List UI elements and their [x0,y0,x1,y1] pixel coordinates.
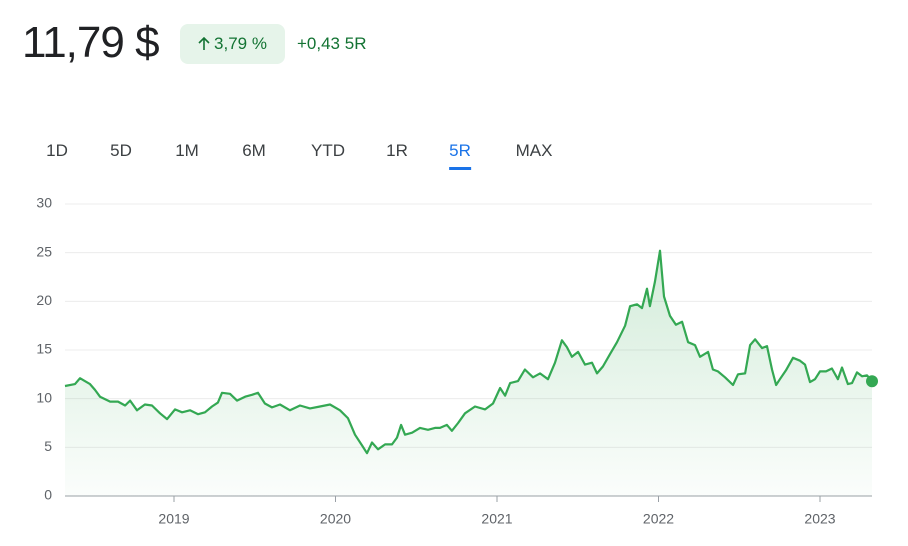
range-tab[interactable]: 6M [242,141,266,160]
x-tick-label: 2020 [320,511,351,527]
x-tick-label: 2022 [643,511,674,527]
change-badge: 3,79 % [180,24,285,64]
change-period: 5R [344,34,367,53]
x-tick-label: 2023 [804,511,835,527]
range-tab[interactable]: MAX [515,141,553,160]
range-tab[interactable]: 5R [449,141,471,170]
range-tab[interactable]: YTD [311,141,345,160]
x-tick-label: 2021 [481,511,512,527]
area-fill [65,250,872,496]
y-tick-label: 20 [36,292,52,308]
y-tick-label: 25 [36,243,52,259]
range-tab[interactable]: 1R [386,141,408,160]
range-tab[interactable]: 1D [46,141,68,160]
y-tick-label: 15 [36,341,52,357]
range-tab[interactable]: 5D [110,141,132,160]
change-value: +0,43 [297,34,341,53]
last-point [866,375,878,388]
change-percent: 3,79 % [214,34,267,53]
y-tick-label: 5 [44,438,52,454]
x-tick-label: 2019 [158,511,189,527]
y-tick-label: 30 [36,195,52,211]
price-line [64,249,873,455]
up-arrow [198,37,210,50]
change: +0,43 5R [297,34,366,54]
y-tick-label: 0 [44,487,52,503]
y-tick-label: 10 [36,389,52,405]
price: 11,79 $ [22,18,160,67]
range-tab[interactable]: 1M [175,141,199,160]
